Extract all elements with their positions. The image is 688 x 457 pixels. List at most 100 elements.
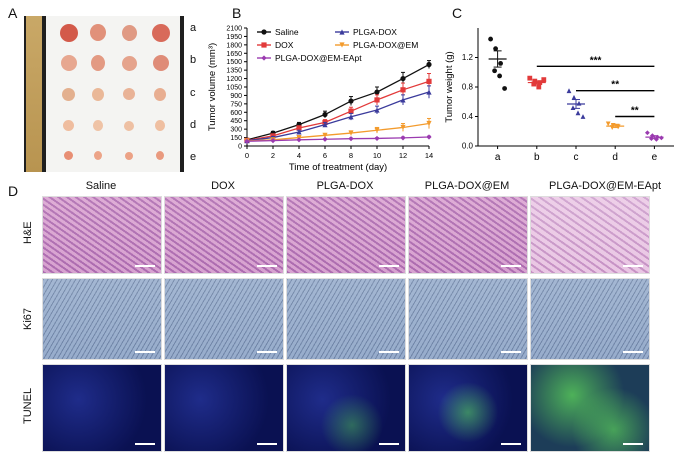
data-point [659, 135, 664, 141]
y-tick-label: 0.0 [462, 142, 474, 151]
data-point [400, 124, 406, 131]
tumor [60, 24, 78, 42]
y-axis-label: Tumor weight (g) [444, 51, 455, 122]
ki67-image-plga-dox-em-eapt [530, 278, 650, 360]
data-point [654, 136, 659, 142]
data-point [374, 89, 380, 95]
y-tick-label: 1950 [226, 34, 242, 41]
photo-row-label: c [190, 87, 196, 99]
data-point [400, 135, 406, 141]
data-point [374, 97, 380, 103]
data-point [645, 130, 650, 136]
tumor [61, 55, 77, 71]
y-tick-label: 1650 [226, 51, 242, 58]
scale-bar [623, 443, 643, 445]
data-point [400, 87, 406, 93]
data-point [244, 138, 250, 144]
scale-bar [135, 351, 155, 353]
photo-row-label: d [190, 119, 197, 131]
data-point [374, 135, 380, 142]
panel-b-letter: B [232, 5, 242, 21]
panel-d-letter: D [8, 183, 19, 199]
scale-bar [379, 265, 399, 267]
data-point [270, 138, 276, 144]
x-tick-label: 2 [271, 151, 275, 160]
x-tick-label: 10 [373, 151, 381, 160]
tumor [155, 120, 165, 131]
tumor [123, 88, 135, 100]
data-point [348, 108, 354, 114]
data-point [426, 89, 432, 95]
y-tick-label: 1350 [226, 68, 242, 75]
data-point [296, 137, 302, 143]
data-point [498, 61, 503, 66]
scale-bar [135, 443, 155, 445]
data-point [322, 132, 328, 138]
data-point [536, 84, 542, 90]
tumor [94, 151, 102, 160]
y-tick-label: 1800 [226, 42, 242, 49]
col-header-plga-dox-em-eapt: PLGA-DOX@EM-EApt [548, 180, 662, 192]
tunel-image-plga-dox-em [408, 364, 528, 452]
y-tick-label: 750 [230, 101, 242, 108]
data-point [374, 127, 380, 133]
x-tick-label: c [574, 152, 579, 163]
legend-label: Saline [275, 27, 299, 37]
scale-bar [623, 351, 643, 353]
data-point [575, 110, 581, 116]
tumor [152, 24, 170, 42]
tumor [154, 88, 166, 101]
ruler [26, 16, 42, 172]
data-point [426, 134, 432, 140]
data-point [322, 136, 328, 142]
col-header-plga-dox: PLGA-DOX [316, 180, 374, 192]
col-header-dox: DOX [211, 180, 235, 192]
data-point [322, 122, 328, 128]
he-image-plga-dox [286, 196, 406, 274]
data-point [426, 61, 432, 68]
y-tick-label: 450 [230, 118, 242, 125]
data-point [426, 120, 432, 127]
scale-bar [257, 351, 277, 353]
y-tick-label: 1.2 [462, 53, 474, 62]
scale-bar [501, 351, 521, 353]
data-point [400, 97, 406, 103]
scale-bar [623, 265, 643, 267]
y-tick-label: 150 [230, 135, 242, 142]
significance-label: *** [590, 55, 602, 66]
tumor-photo [24, 16, 184, 172]
x-tick-label: 14 [425, 151, 433, 160]
y-tick-label: 2100 [226, 26, 242, 33]
x-axis-label: Time of treatment (day) [289, 162, 387, 173]
scale-bar [501, 265, 521, 267]
y-tick-label: 1050 [226, 85, 242, 92]
ki67-image-saline [42, 278, 162, 360]
x-tick-label: 12 [399, 151, 407, 160]
significance-label: ** [631, 106, 639, 117]
tumor [122, 56, 137, 71]
x-tick-label: 8 [349, 151, 353, 160]
data-point [339, 42, 345, 48]
scale-bar [501, 443, 521, 445]
series-line [246, 80, 430, 142]
tumor [91, 55, 105, 71]
tumor [122, 25, 137, 41]
scale-bar [257, 443, 277, 445]
data-point [580, 114, 586, 119]
data-point [296, 125, 302, 131]
series-line [246, 122, 430, 142]
x-tick-label: d [612, 152, 618, 163]
tunel-image-saline [42, 364, 162, 452]
data-point [426, 78, 432, 84]
tumor [63, 120, 74, 131]
data-point [348, 136, 354, 142]
he-image-plga-dox-em [408, 196, 528, 274]
ki67-image-plga-dox [286, 278, 406, 360]
y-tick-label: 300 [230, 127, 242, 134]
x-tick-label: b [534, 152, 540, 163]
series-line [246, 63, 430, 141]
data-point [566, 88, 572, 94]
data-point [502, 86, 507, 91]
